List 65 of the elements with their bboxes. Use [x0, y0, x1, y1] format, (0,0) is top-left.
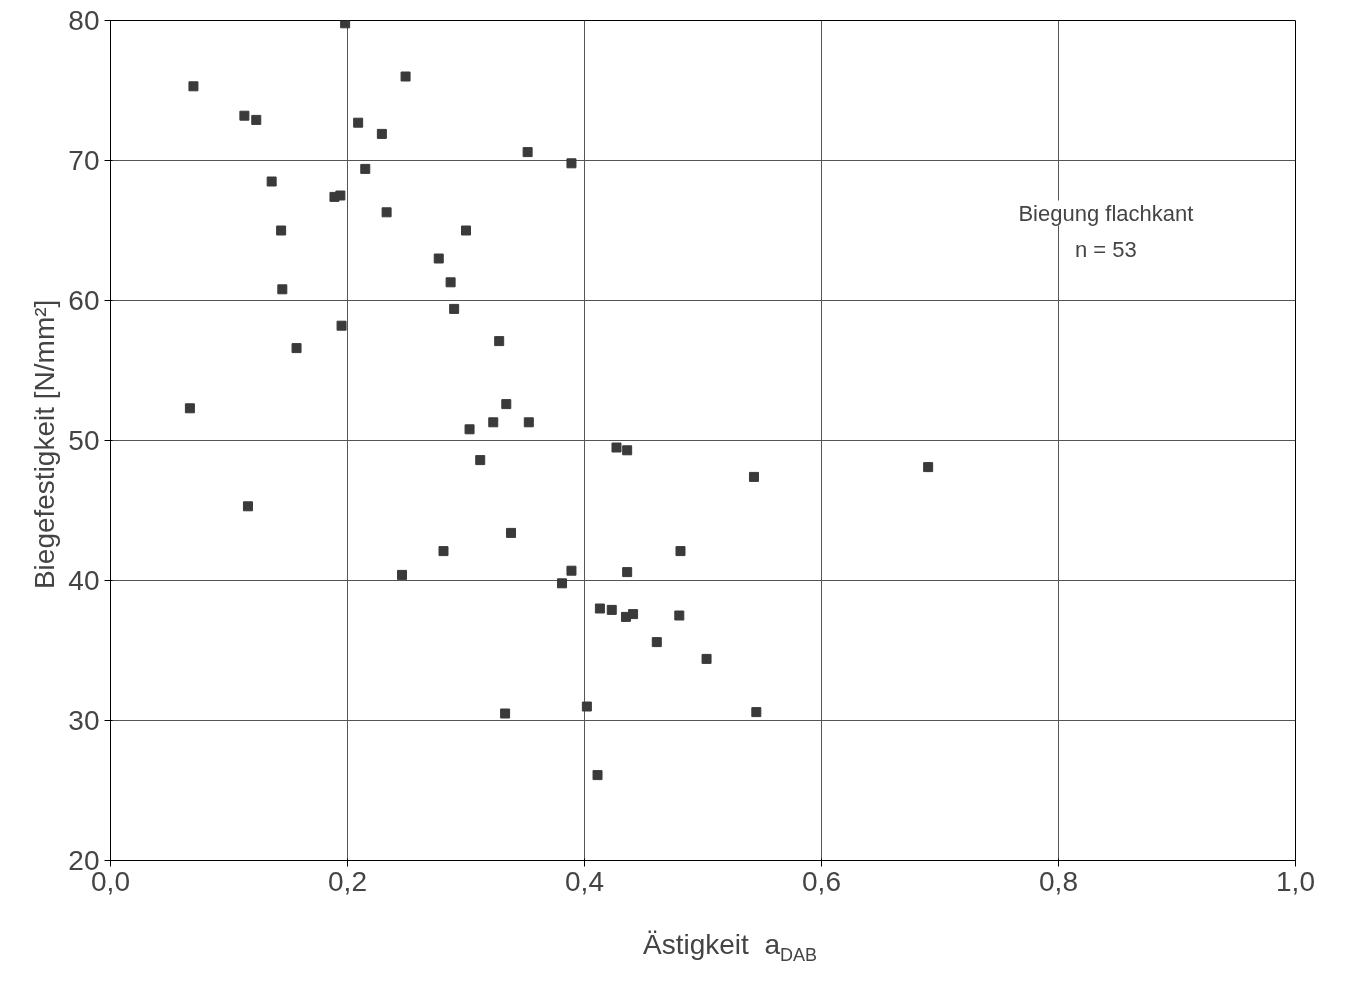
point — [701, 653, 712, 664]
point — [461, 225, 471, 236]
point — [242, 501, 253, 512]
point — [674, 610, 685, 621]
point — [488, 417, 499, 428]
y-tick-label: 60 — [68, 285, 100, 316]
y-tick-label: 50 — [68, 425, 100, 456]
point — [500, 708, 511, 719]
x-tick-label: 0,6 — [802, 865, 841, 897]
point — [556, 578, 567, 589]
point — [449, 303, 460, 314]
x-tick-label: 0,4 — [565, 865, 604, 897]
point — [494, 336, 505, 347]
point — [239, 110, 250, 121]
point — [675, 546, 686, 557]
point — [397, 569, 408, 580]
annotation: Biegung flachkant — [1018, 200, 1194, 226]
point — [438, 546, 449, 557]
x-axis-title: Ästigkeit a$_{DAB}$ — [642, 928, 818, 967]
point — [188, 81, 199, 92]
y-tick-label: 30 — [68, 705, 100, 736]
point — [464, 424, 475, 435]
point — [475, 455, 486, 466]
point — [594, 603, 605, 614]
point — [376, 128, 387, 139]
point — [592, 770, 603, 781]
x-tick-label: 1,0 — [1276, 865, 1315, 897]
annotation: n = 53 — [1075, 236, 1137, 262]
point — [506, 527, 517, 538]
x-tick-label: 0,8 — [1039, 865, 1078, 897]
point — [360, 163, 371, 174]
point — [566, 565, 577, 576]
point — [381, 207, 392, 218]
point — [501, 399, 512, 410]
point — [433, 253, 444, 264]
point — [622, 567, 633, 578]
point — [611, 442, 622, 453]
point — [522, 147, 533, 158]
point — [628, 609, 639, 620]
point — [622, 445, 633, 456]
point — [751, 707, 762, 718]
point — [336, 320, 347, 331]
point — [566, 158, 577, 169]
point — [251, 114, 262, 125]
point — [335, 190, 346, 201]
point — [184, 403, 195, 414]
y-axis-title: Biegefestigkeit [N/mm²] — [29, 299, 61, 590]
point — [291, 343, 302, 354]
point — [340, 20, 351, 29]
y-tick-label: 40 — [68, 565, 100, 596]
point — [266, 176, 277, 187]
point — [651, 637, 662, 648]
point — [581, 701, 592, 712]
point — [400, 71, 411, 82]
point — [276, 225, 287, 236]
point — [923, 462, 934, 473]
y-tick-label: 70 — [68, 145, 100, 176]
point — [277, 284, 288, 295]
point — [445, 277, 456, 288]
point — [606, 604, 617, 615]
y-tick-label: 80 — [68, 5, 100, 36]
point — [523, 417, 534, 428]
point — [353, 117, 364, 128]
point — [748, 471, 759, 482]
x-tick-label: 0,2 — [328, 865, 367, 897]
